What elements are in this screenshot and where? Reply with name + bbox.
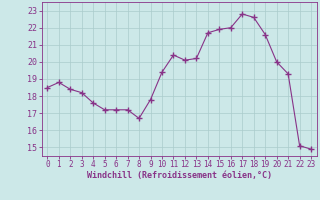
X-axis label: Windchill (Refroidissement éolien,°C): Windchill (Refroidissement éolien,°C) (87, 171, 272, 180)
